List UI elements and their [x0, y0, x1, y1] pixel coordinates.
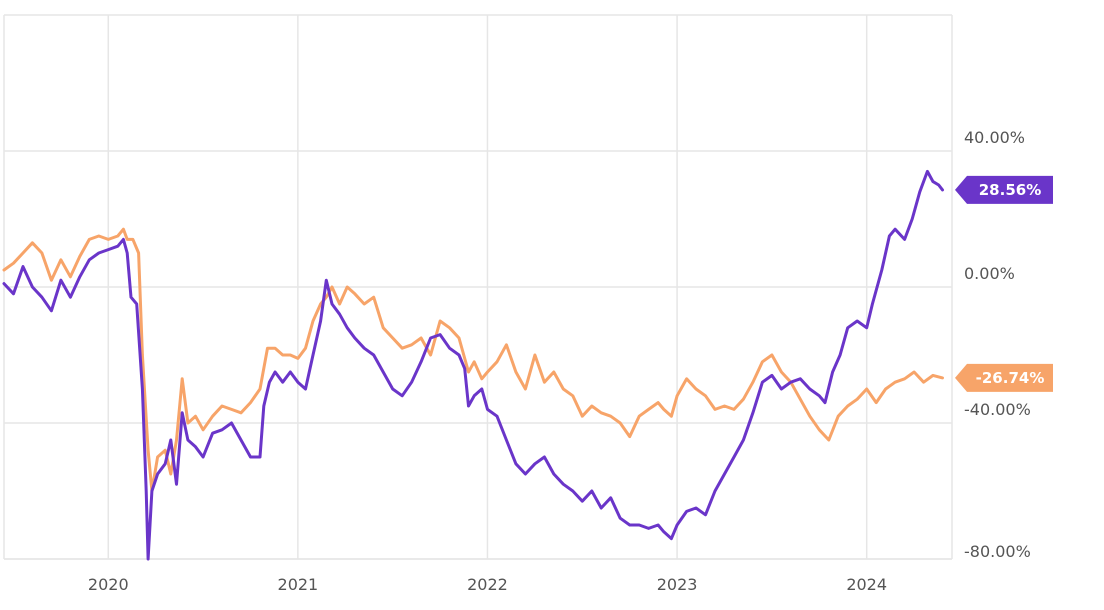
- x-tick-label: 2021: [278, 575, 319, 594]
- y-tick-label: 0.00%: [964, 264, 1015, 283]
- x-axis-ticks: 2020 2021 2022 2023 2024: [88, 575, 887, 594]
- y-tick-label: 40.00%: [964, 128, 1025, 147]
- y-tick-label: -80.00%: [964, 542, 1031, 561]
- end-value-badges: 28.56% -26.74%: [955, 175, 1053, 392]
- series-lines: [2, 169, 944, 561]
- x-tick-label: 2023: [657, 575, 698, 594]
- orange-series-line: [2, 227, 944, 493]
- orange-value-label: -26.74%: [976, 369, 1045, 387]
- x-tick-label: 2020: [88, 575, 129, 594]
- y-axis-ticks: 40.00% 0.00% -40.00% -80.00%: [964, 128, 1031, 561]
- purple-value-label: 28.56%: [979, 181, 1041, 199]
- purple-value-badge: [955, 175, 1053, 204]
- purple-series-line: [2, 169, 944, 561]
- orange-value-badge: [955, 363, 1053, 392]
- gridlines: [3, 14, 953, 560]
- y-tick-label: -40.00%: [964, 400, 1031, 419]
- x-tick-label: 2024: [846, 575, 887, 594]
- x-tick-label: 2022: [467, 575, 508, 594]
